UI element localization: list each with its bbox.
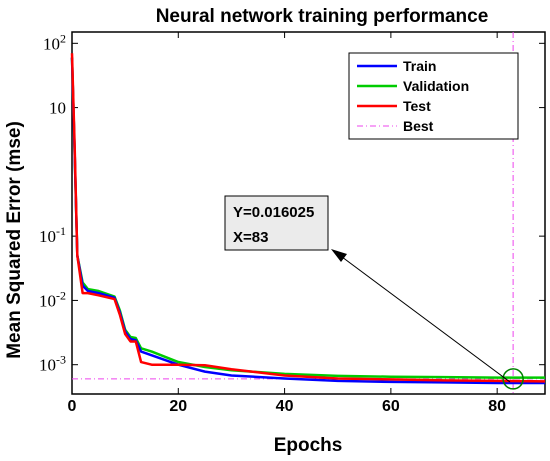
y-tick-label: 10-1 xyxy=(39,224,66,246)
x-tick-label: 40 xyxy=(276,398,294,415)
y-tick-base: 10 xyxy=(39,356,56,375)
legend: Train Validation Test Best xyxy=(348,52,519,140)
y-tick-exponent: -1 xyxy=(56,224,66,238)
y-tick-exponent: 2 xyxy=(60,31,66,45)
y-tick-base: 10 xyxy=(39,227,56,246)
annotation-y-value: Y=0.016025 xyxy=(233,204,314,221)
y-axis-label: Mean Squared Error (mse) xyxy=(4,121,25,359)
legend-label-test: Test xyxy=(403,98,431,114)
y-tick-base: 10 xyxy=(39,291,56,310)
series-line-train xyxy=(70,57,545,385)
y-tick-label: 10-3 xyxy=(39,353,66,375)
annotation: Y=0.016025 X=83 xyxy=(224,195,511,383)
y-tick-base: 10 xyxy=(43,34,60,53)
chart-title: Neural network training performance xyxy=(156,6,489,27)
y-tick-base: 10 xyxy=(49,99,66,118)
x-tick-label: 60 xyxy=(382,398,400,415)
legend-label-best: Best xyxy=(403,118,434,134)
series-line-test xyxy=(70,53,546,383)
legend-box xyxy=(348,52,519,140)
legend-label-validation: Validation xyxy=(403,78,469,94)
y-tick-exponent: -3 xyxy=(56,353,66,367)
series-lines xyxy=(70,53,546,385)
annotation-arrow-head xyxy=(331,249,347,262)
best-marker-group xyxy=(502,368,524,390)
x-axis-ticks: 0 20 40 60 80 xyxy=(68,32,506,415)
annotation-box xyxy=(224,195,329,251)
y-tick-label: 10-2 xyxy=(39,288,66,310)
x-tick-label: 0 xyxy=(68,398,77,415)
legend-label-train: Train xyxy=(403,58,436,74)
x-tick-label: 20 xyxy=(169,398,187,415)
x-tick-label: 80 xyxy=(488,398,506,415)
x-axis-label: Epochs xyxy=(274,435,343,456)
annotation-arrow-line xyxy=(337,253,511,383)
y-tick-exponent: -2 xyxy=(56,288,66,302)
annotation-x-value: X=83 xyxy=(233,229,268,246)
best-marker xyxy=(502,368,524,390)
y-tick-label: 10 xyxy=(49,99,66,118)
y-tick-label: 102 xyxy=(43,31,66,53)
